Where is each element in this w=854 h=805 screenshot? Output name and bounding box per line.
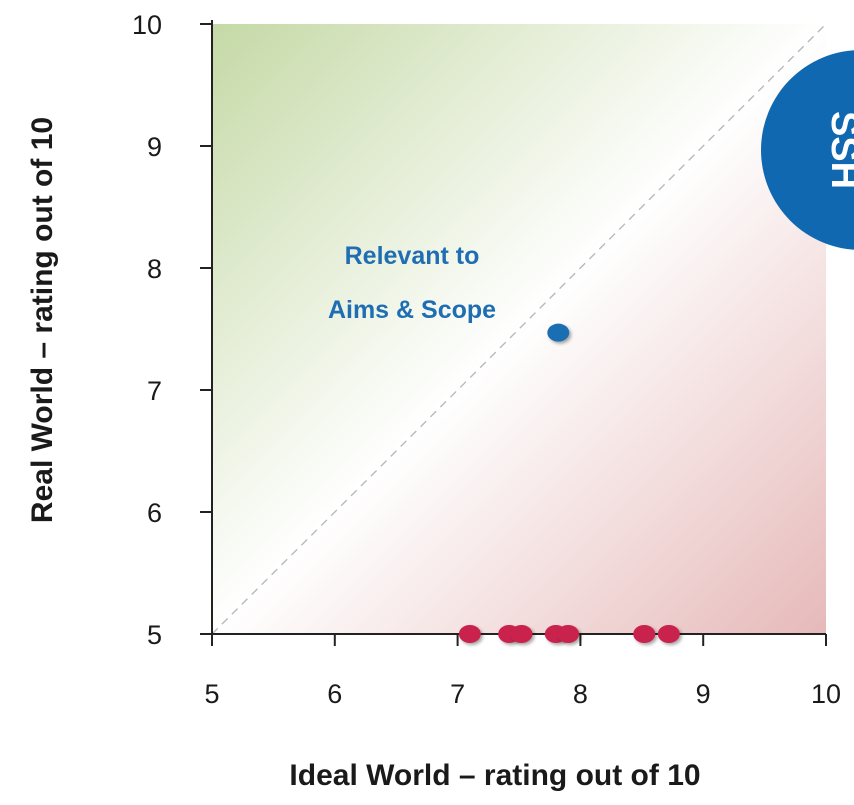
x-tick-label: 5 [204, 679, 219, 709]
data-point-series-1-2 [510, 625, 533, 643]
y-tick-label: 5 [147, 620, 162, 650]
y-axis-title: Real World – rating out of 10 [26, 117, 59, 523]
y-tick-label: 9 [147, 132, 162, 162]
x-tick-label: 6 [327, 679, 342, 709]
data-points [458, 323, 680, 643]
x-axis-ticks: 5 6 7 8 9 10 [204, 634, 841, 709]
x-tick-label: 10 [811, 679, 841, 709]
y-tick-label: 7 [147, 376, 162, 406]
data-point-series-0-0 [547, 323, 570, 342]
x-axis-title: Ideal World – rating out of 10 [289, 759, 700, 792]
data-point-series-1-5 [633, 625, 656, 643]
badge-circle [761, 50, 854, 250]
diagonal-reference-line [211, 23, 827, 635]
y-axis-ticks: 5 6 7 8 9 10 [132, 10, 212, 650]
y-tick-label: 8 [147, 254, 162, 284]
data-point-series-1-0 [458, 625, 481, 643]
data-point-series-1-6 [657, 625, 680, 643]
y-tick-label: 6 [147, 498, 162, 528]
ssh-badge: SSH [761, 50, 854, 250]
annotation-line-2: Aims & Scope [328, 296, 496, 324]
annotation-line-1: Relevant to [345, 242, 480, 270]
x-tick-label: 8 [573, 679, 588, 709]
data-point-series-1-4 [557, 625, 580, 643]
y-tick-label: 10 [132, 10, 162, 40]
badge-text: SSH [823, 111, 854, 189]
x-tick-label: 7 [450, 679, 465, 709]
x-tick-label: 9 [696, 679, 711, 709]
